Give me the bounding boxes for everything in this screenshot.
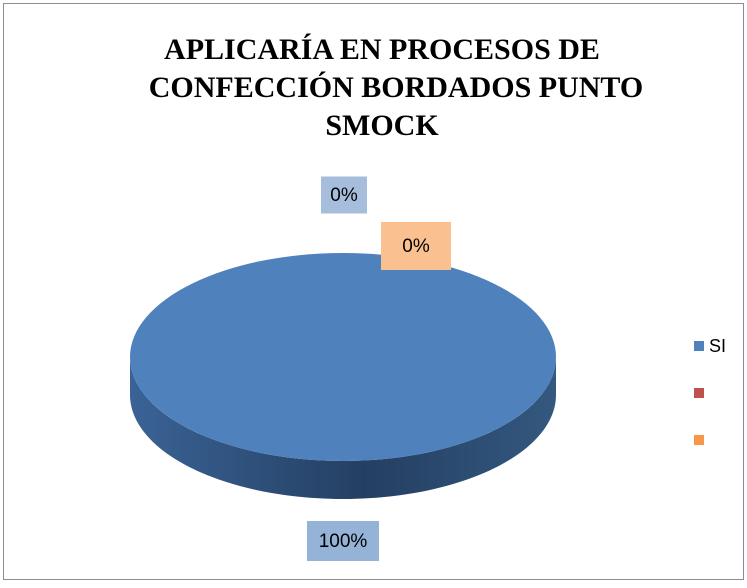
legend-swatch [694, 435, 704, 445]
data-label: 100% [319, 531, 368, 552]
data-label: 0% [402, 236, 430, 257]
legend-label: SI [709, 336, 726, 356]
legend-swatch [694, 388, 704, 398]
legend-swatch [694, 341, 704, 351]
pie-side [130, 357, 556, 499]
data-label-box [307, 521, 379, 561]
pie-slice [130, 253, 556, 461]
data-label-box [321, 176, 367, 214]
chart-title: CONFECCIÓN BORDADOS PUNTO [149, 71, 644, 104]
data-label-box [381, 222, 451, 270]
chart-title: SMOCK [325, 109, 439, 142]
chart-title: APLICARÍA EN PROCESOS DE [164, 33, 600, 66]
data-label: 0% [330, 185, 358, 206]
